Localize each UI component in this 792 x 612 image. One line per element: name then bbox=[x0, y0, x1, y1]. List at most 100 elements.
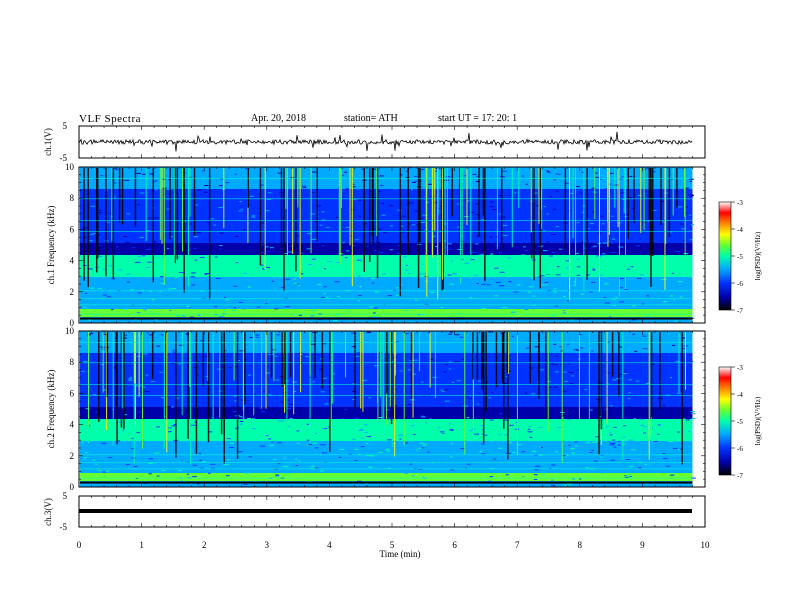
ch1-spec-speckle bbox=[525, 183, 528, 185]
ch2-spec-speckle bbox=[501, 397, 505, 399]
ch2-spec-speckle bbox=[460, 336, 464, 338]
ch2-spec-speckle bbox=[425, 439, 429, 441]
ch2-spec-speckle bbox=[498, 340, 502, 342]
ch2-spec-speckle bbox=[473, 467, 478, 469]
ch2-spec-speckle bbox=[477, 483, 482, 485]
ch1-spec-speckle bbox=[569, 213, 573, 215]
ch1-spec-speckle bbox=[268, 236, 272, 238]
ch1-spec-speckle bbox=[447, 274, 452, 276]
ch1-spec-speckle bbox=[442, 265, 447, 267]
ch2-spec-speckle bbox=[108, 457, 113, 459]
ch2-spec-speckle bbox=[166, 406, 171, 408]
ch1-spec-speckle bbox=[621, 192, 626, 194]
ch1-spec-spheric bbox=[247, 168, 249, 208]
ch1-spec-speckle bbox=[546, 213, 549, 215]
ch1-spec-speckle bbox=[408, 167, 412, 169]
ch2-spec-speckle bbox=[507, 442, 513, 444]
ch2-spec-speckle bbox=[615, 406, 620, 408]
ch1-spec-spheric bbox=[145, 168, 147, 242]
ch2-spec-speckle bbox=[337, 370, 343, 372]
ch2-spec-speckle bbox=[317, 382, 321, 384]
ch1-spec-speckle bbox=[618, 222, 622, 224]
ch2-spec-speckle bbox=[378, 428, 381, 430]
ch1-spec-band bbox=[80, 203, 693, 205]
ch1-spec-spheric bbox=[441, 168, 443, 291]
ch1-spec-speckle bbox=[219, 245, 223, 247]
ch2-spec-speckle bbox=[174, 397, 180, 399]
ch1-spec-speckle bbox=[220, 178, 224, 180]
ch2-spec-speckle bbox=[103, 389, 108, 391]
ch1-spec-speckle bbox=[240, 208, 244, 210]
ch1-spec-speckle bbox=[413, 215, 419, 217]
ch1-spec-speckle bbox=[562, 312, 567, 314]
ch2-spec-speckle bbox=[618, 379, 622, 381]
ch1-spec-band bbox=[80, 183, 693, 185]
ch1-spec-speckle bbox=[404, 310, 409, 312]
ch2-spec-speckle bbox=[275, 361, 279, 363]
ch2-spec-speckle bbox=[385, 409, 391, 411]
ch2-spec-speckle bbox=[513, 346, 518, 348]
ch1-spec-speckle bbox=[346, 311, 349, 313]
ch1-spec-band bbox=[80, 229, 693, 231]
ch1-spec-spheric bbox=[83, 168, 85, 281]
ch2-spec-speckle bbox=[691, 418, 696, 420]
ch2-spec-spheric bbox=[219, 332, 221, 419]
ch1-spec-speckle bbox=[592, 269, 596, 271]
ch1-spec-speckle bbox=[336, 217, 341, 219]
ch1-spec-speckle bbox=[358, 187, 362, 189]
ch1-spec-band bbox=[80, 209, 693, 211]
ch1-spec-speckle bbox=[641, 303, 645, 305]
ch1-spec-speckle bbox=[419, 217, 424, 219]
ch2-spec-speckle bbox=[194, 421, 198, 423]
ch1-spec-speckle bbox=[126, 213, 131, 215]
ch2-spec-speckle bbox=[405, 333, 410, 335]
ch1-spec-speckle bbox=[544, 273, 550, 275]
ch1-spec-speckle bbox=[688, 194, 694, 196]
ch1-spec-speckle bbox=[598, 245, 602, 247]
ch2-spec-speckle bbox=[550, 363, 555, 365]
ch2-spec-speckle bbox=[199, 459, 203, 461]
ch1-spec-speckle bbox=[336, 262, 341, 264]
ch1-spec-speckle bbox=[203, 191, 208, 193]
ch2-spec-speckle bbox=[306, 444, 309, 446]
ch2-spec-speckle bbox=[364, 431, 369, 433]
ch1-spec-speckle bbox=[587, 244, 590, 246]
ch2-spec-speckle bbox=[150, 380, 156, 382]
ch1-spec-speckle bbox=[551, 178, 555, 180]
ch1-spec-speckle bbox=[336, 295, 340, 297]
ch1-spec-band bbox=[80, 245, 693, 247]
ch1-spec-speckle bbox=[543, 206, 547, 208]
ch2-spec-speckle bbox=[123, 334, 127, 336]
ch1-spec-speckle bbox=[358, 294, 362, 296]
ch2-spec-spheric bbox=[598, 332, 600, 455]
ch2-spec-speckle bbox=[310, 465, 316, 467]
ch2-spec-speckle bbox=[283, 401, 288, 403]
ch2-spec-speckle bbox=[378, 417, 383, 419]
ch1-spec-speckle bbox=[499, 252, 502, 254]
ch1-spec-speckle bbox=[389, 225, 393, 227]
ch2-spec-spheric bbox=[314, 332, 316, 379]
ch1-spec-speckle bbox=[660, 200, 665, 202]
ch1-spec-spheric bbox=[617, 168, 619, 228]
ch2-spec-speckle bbox=[106, 444, 112, 446]
ch1-spec-speckle bbox=[140, 206, 143, 208]
ch2-spec-speckle bbox=[255, 334, 260, 336]
ch2-spec-spheric bbox=[223, 332, 225, 464]
ch1-spec-speckle bbox=[583, 228, 587, 230]
ch2-spec-speckle bbox=[81, 442, 84, 444]
ch1-spec-speckle bbox=[397, 209, 402, 211]
ch2-spec-band bbox=[80, 463, 693, 465]
ch2-spec-band bbox=[80, 455, 693, 457]
ch1-spec-speckle bbox=[229, 232, 232, 234]
ch1-spec-speckle bbox=[256, 178, 260, 180]
ch2-spec-speckle bbox=[629, 373, 634, 375]
ch1-spec-speckle bbox=[476, 289, 481, 291]
ch2-spec-speckle bbox=[500, 332, 503, 334]
y-tick-label: 4 bbox=[70, 256, 75, 266]
ch2-spec-speckle bbox=[81, 370, 85, 372]
ch1-spec-speckle bbox=[325, 210, 329, 212]
ch1-spec-speckle bbox=[193, 236, 198, 238]
ch1-spec-speckle bbox=[647, 220, 650, 222]
ch1-spec-speckle bbox=[541, 284, 544, 286]
ch1-spec-speckle bbox=[217, 315, 221, 317]
